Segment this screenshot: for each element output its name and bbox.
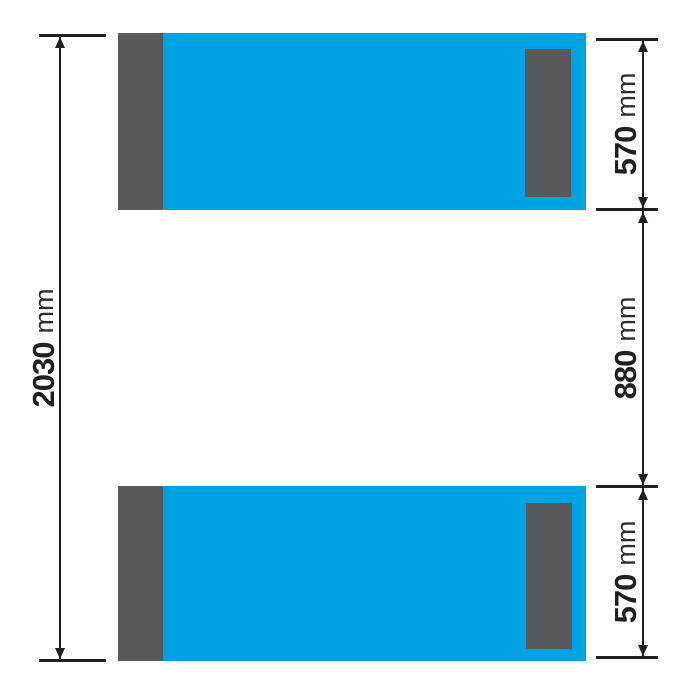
left-dim-top-tick [39, 34, 106, 37]
left-dim-label: 2030 mm [26, 238, 62, 458]
right-dim-middle-value: 880 [608, 350, 643, 400]
right-dim-middle-label: 880 mm [608, 238, 644, 458]
right-dim-bottom-line [642, 488, 644, 656]
right-dim-top-value: 570 [608, 126, 643, 176]
right-tick-2 [596, 208, 658, 211]
right-dim-middle-unit: mm [610, 296, 641, 342]
left-dim-bottom-tick [39, 659, 106, 662]
right-dim-top-arrow-down [638, 197, 648, 208]
left-dim-unit: mm [28, 288, 59, 334]
bottom-pad-pillow [526, 503, 572, 649]
right-dim-bottom-arrow-down [638, 645, 648, 656]
right-dim-top-line [642, 40, 644, 209]
right-dim-top-unit: mm [610, 72, 641, 118]
right-dim-bottom-arrow-up [638, 489, 648, 500]
right-dim-middle-arrow-up [638, 212, 648, 223]
right-dim-middle-arrow-down [638, 474, 648, 485]
right-dim-middle-line [642, 211, 644, 485]
left-dim-arrow-down [55, 648, 65, 659]
right-tick-1 [596, 38, 658, 41]
top-pad-pillow [525, 49, 571, 197]
left-dim-line [59, 36, 61, 660]
right-dim-bottom-value: 570 [608, 574, 643, 624]
bottom-pad [118, 486, 586, 661]
bottom-pad-left-strip [118, 486, 163, 661]
left-dim-arrow-up [55, 37, 65, 48]
right-dim-top-arrow-up [638, 41, 648, 52]
left-dim-value: 2030 [26, 342, 61, 408]
right-dim-bottom-unit: mm [610, 520, 641, 566]
right-tick-4 [596, 656, 658, 659]
top-pad [118, 33, 586, 210]
top-pad-left-strip [118, 33, 163, 210]
right-tick-3 [596, 485, 658, 488]
